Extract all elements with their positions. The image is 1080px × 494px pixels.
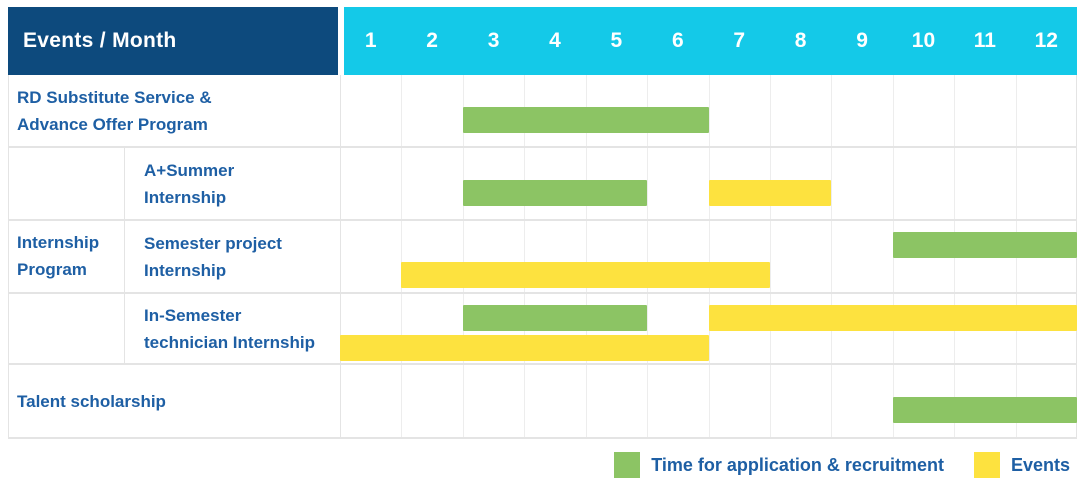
- month-gridline: [463, 75, 464, 438]
- table-border-bottom: [8, 437, 1077, 439]
- row-separator: [8, 146, 1077, 148]
- label-column-divider: [340, 75, 341, 438]
- row-label-text: A+Summer: [144, 160, 235, 180]
- row-group-label-text: Program: [17, 259, 87, 279]
- row-label-text: Internship: [144, 260, 227, 280]
- legend-label: Events: [1010, 454, 1070, 475]
- row-separator: [8, 219, 1077, 221]
- row-label: A+Summer Internship: [124, 147, 340, 220]
- legend-item: Events: [973, 452, 1070, 478]
- row-label-text: technician Internship: [144, 332, 315, 352]
- row-separator: [8, 363, 1077, 365]
- month-header-cell: 6: [671, 29, 684, 52]
- month-header-cell: 10: [911, 29, 936, 52]
- gantt-bar-events: [401, 262, 770, 288]
- month-gridline: [524, 75, 525, 438]
- month-gridline: [770, 75, 771, 438]
- gantt-bar-events: [708, 305, 1078, 331]
- month-header-cell: 5: [610, 29, 623, 52]
- gantt-bar-application: [462, 180, 648, 206]
- legend: Time for application & recruitment Events: [584, 452, 1070, 478]
- legend-item: Time for application & recruitment: [614, 452, 944, 478]
- month-header-cell: 3: [487, 29, 500, 52]
- gantt-bar-application: [892, 397, 1078, 423]
- legend-label: Time for application & recruitment: [651, 454, 944, 475]
- month-gridline: [647, 75, 648, 438]
- month-header-cell: 12: [1034, 29, 1058, 52]
- row-label-text: In-Semester: [144, 305, 242, 325]
- group-column-divider: [124, 147, 125, 364]
- gantt-bar-application: [462, 305, 648, 331]
- table-header-title: Events / Month: [8, 7, 338, 75]
- row-label: Semester project Internship: [124, 220, 340, 293]
- table-border-left: [8, 75, 9, 438]
- month-header-cell: 8: [794, 29, 807, 52]
- row-label-text: Internship: [144, 187, 227, 207]
- gantt-bar-application: [892, 232, 1078, 258]
- row-label: In-Semester technician Internship: [124, 293, 340, 364]
- month-header-cell: 1: [364, 29, 377, 52]
- row-label-text: RD Substitute Service &: [17, 88, 212, 107]
- month-header-strip: [344, 7, 1077, 75]
- row-label: RD Substitute Service & Advance Offer Pro…: [8, 75, 340, 147]
- gantt-bar-events: [708, 180, 832, 206]
- month-header-cell: 9: [856, 29, 868, 52]
- month-gridline: [709, 75, 710, 438]
- row-label-text: Semester project: [144, 233, 282, 253]
- legend-swatch-events: [973, 452, 1000, 478]
- month-header-cell: 2: [426, 29, 438, 52]
- row-group-label: Internship Program: [8, 147, 124, 364]
- row-label-text: Advance Offer Program: [17, 115, 208, 134]
- month-gridline: [586, 75, 587, 438]
- month-gridline: [401, 75, 402, 438]
- month-header-cell: 7: [733, 29, 746, 52]
- row-separator: [8, 292, 1077, 294]
- gantt-table: Events / Month 1 2 3 4 5 6 7 8 9 10 11 12 Internship…: [8, 7, 1078, 439]
- month-gridline: [831, 75, 832, 438]
- row-label-text: Talent scholarship: [17, 391, 166, 411]
- row-group-label-text: Internship: [17, 232, 100, 252]
- gantt-bar-events: [340, 335, 709, 361]
- month-header-cell: 11: [973, 29, 996, 52]
- row-label: Talent scholarship: [8, 364, 340, 438]
- legend-swatch-application: [614, 452, 641, 478]
- month-header-cell: 4: [549, 29, 561, 52]
- gantt-bar-application: [462, 107, 709, 133]
